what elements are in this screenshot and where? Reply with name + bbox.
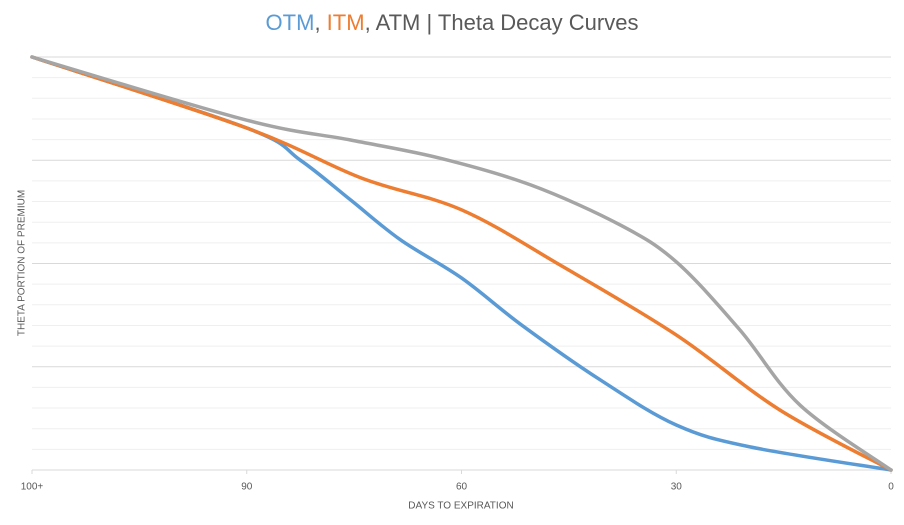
line [30, 55, 893, 472]
chart-title: OTM, ITM, ATM | Theta Decay Curves [266, 10, 639, 35]
title-segment: , ATM | Theta Decay Curves [365, 10, 639, 35]
x-tick-label: 100+ [21, 482, 44, 493]
x-axis-title: DAYS TO EXPIRATION [408, 501, 513, 512]
title-segment: OTM [266, 10, 315, 35]
title-segment: , [314, 10, 326, 35]
y-axis-title: THETA PORTION OF PREMIUM [17, 190, 28, 336]
x-tick-label: 60 [456, 482, 468, 493]
x-tick-label: 90 [241, 482, 253, 493]
x-tick-label: 30 [671, 482, 683, 493]
title-segment: ITM [327, 10, 365, 35]
line [30, 55, 893, 472]
x-tick-label: 0 [888, 482, 894, 493]
